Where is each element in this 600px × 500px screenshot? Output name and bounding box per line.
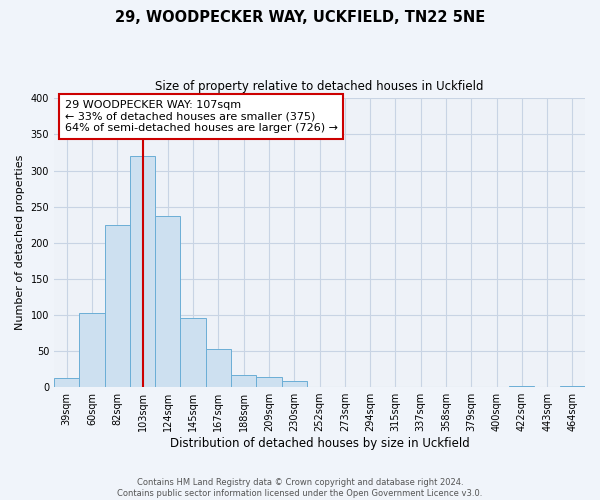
Bar [155, 216, 181, 387]
Text: Contains HM Land Registry data © Crown copyright and database right 2024.
Contai: Contains HM Land Registry data © Crown c… [118, 478, 482, 498]
Text: 29, WOODPECKER WAY, UCKFIELD, TN22 5NE: 29, WOODPECKER WAY, UCKFIELD, TN22 5NE [115, 10, 485, 25]
Bar [181, 318, 206, 387]
Bar [104, 224, 130, 387]
Bar [256, 377, 281, 387]
Bar [509, 386, 535, 387]
X-axis label: Distribution of detached houses by size in Uckfield: Distribution of detached houses by size … [170, 437, 469, 450]
Bar [231, 375, 256, 387]
Bar [130, 156, 155, 387]
Y-axis label: Number of detached properties: Number of detached properties [15, 155, 25, 330]
Text: 29 WOODPECKER WAY: 107sqm
← 33% of detached houses are smaller (375)
64% of semi: 29 WOODPECKER WAY: 107sqm ← 33% of detac… [65, 100, 338, 133]
Bar [54, 378, 79, 387]
Title: Size of property relative to detached houses in Uckfield: Size of property relative to detached ho… [155, 80, 484, 93]
Bar [79, 312, 104, 387]
Bar [560, 386, 585, 387]
Bar [206, 349, 231, 387]
Bar [281, 382, 307, 387]
